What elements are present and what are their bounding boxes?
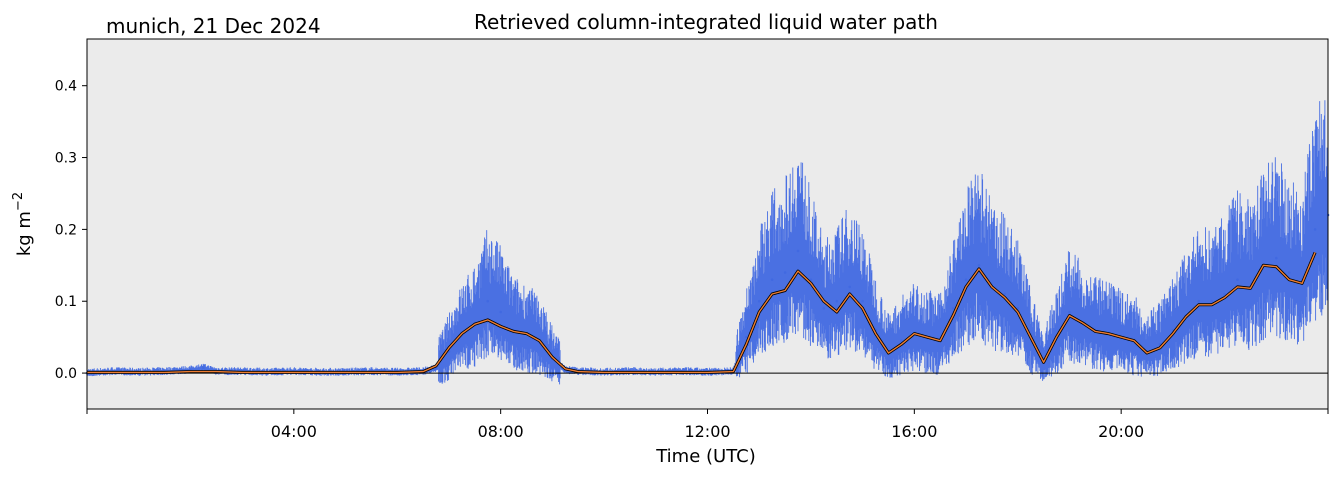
y-tick-label: 0.4 — [55, 79, 77, 95]
x-tick-label: 12:00 — [684, 422, 730, 441]
y-axis-ticks: 0.0 0.1 0.2 0.3 0.4 — [55, 79, 87, 382]
chart-title: Retrieved column-integrated liquid water… — [474, 10, 938, 34]
x-tick-label: 08:00 — [478, 422, 524, 441]
raw-point — [861, 299, 864, 303]
raw-point — [1068, 310, 1071, 314]
x-tick-label: 20:00 — [1098, 422, 1144, 441]
raw-point — [783, 271, 787, 274]
smoothed-line — [87, 252, 1316, 374]
y-axis-title-exponent: −2 — [11, 192, 26, 211]
raw-point — [1210, 299, 1213, 303]
raw-point — [848, 285, 851, 289]
raw-point — [486, 299, 490, 303]
x-tick-label: 04:00 — [271, 422, 317, 441]
raw-point — [1223, 292, 1226, 296]
raw-point — [1313, 228, 1317, 231]
raw-point — [770, 278, 774, 282]
raw-point — [1236, 278, 1239, 282]
raw-point — [964, 278, 968, 282]
raw-point — [1287, 271, 1291, 274]
raw-point — [1003, 292, 1007, 296]
y-tick-label: 0.1 — [55, 294, 77, 310]
y-tick-label: 0.2 — [55, 222, 77, 238]
chart-subtitle: munich, 21 Dec 2024 — [106, 14, 321, 38]
y-axis-title: kg m−2 — [11, 192, 35, 256]
raw-point — [809, 278, 813, 282]
x-axis-ticks: 04:00 08:00 12:00 16:00 20:00 — [86, 409, 1329, 441]
raw-point — [835, 299, 839, 303]
raw-point — [822, 307, 826, 310]
raw-point — [757, 299, 761, 303]
raw-point — [745, 335, 748, 339]
x-axis-title: Time (UTC) — [655, 446, 756, 467]
raw-point — [434, 367, 438, 371]
raw-point — [1158, 343, 1162, 346]
raw-point — [951, 307, 955, 310]
raw-point — [796, 249, 800, 253]
y-tick-label: 0.3 — [55, 151, 77, 167]
raw-point — [900, 339, 903, 343]
x-tick-label: 16:00 — [891, 422, 937, 441]
y-axis-title-base: kg m — [14, 211, 35, 256]
raw-point — [1275, 256, 1278, 260]
raw-point — [977, 264, 981, 267]
raw-point — [1197, 299, 1200, 303]
raw-point — [499, 310, 503, 314]
raw-point — [202, 366, 205, 370]
smoothed-series — [87, 251, 1317, 374]
y-tick-label: 0.0 — [55, 366, 77, 382]
